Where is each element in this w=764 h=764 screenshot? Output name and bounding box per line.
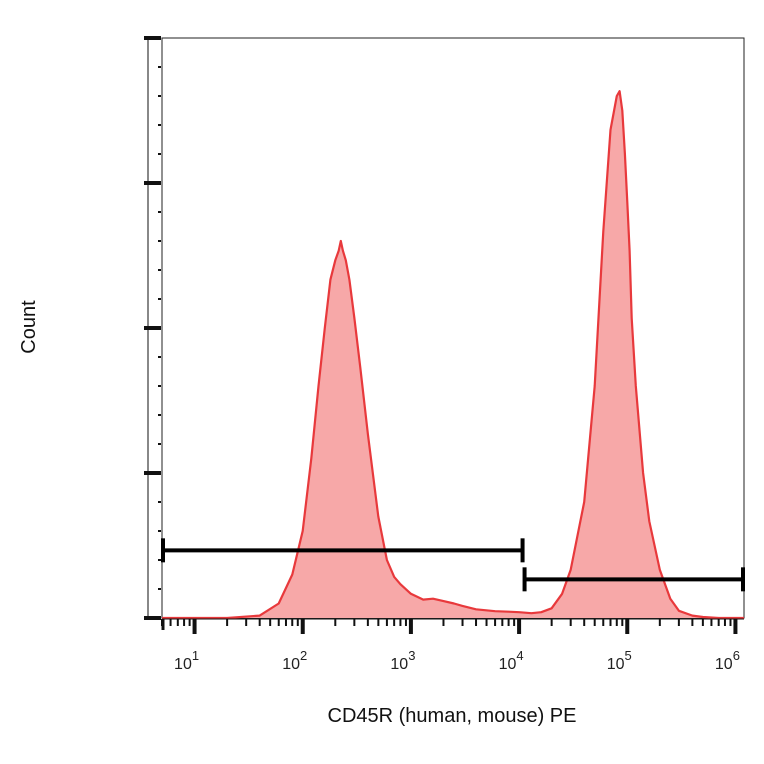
plot-frame: [161, 37, 745, 619]
x-tick-exponent: 1: [192, 648, 199, 663]
x-tick-base: 10: [390, 656, 408, 673]
x-tick-label: 101: [174, 648, 199, 673]
gate-layer: [161, 538, 745, 592]
x-tick-exponent: 6: [733, 648, 740, 663]
x-tick-label: 105: [607, 648, 632, 673]
x-tick-label: 104: [499, 648, 524, 673]
x-tick-label: 103: [390, 648, 415, 673]
histogram-line-0: [162, 90, 744, 620]
x-axis-title: CD45R (human, mouse) PE: [328, 705, 577, 727]
y-axis: [144, 36, 161, 620]
x-tick-exponent: 5: [625, 648, 632, 663]
x-tick-label: 106: [715, 648, 740, 673]
x-tick-base: 10: [282, 656, 300, 673]
x-tick-base: 10: [715, 656, 733, 673]
x-tick-exponent: 3: [408, 648, 415, 663]
x-tick-base: 10: [607, 656, 625, 673]
histogram-area-0: [162, 91, 744, 618]
x-tick-base: 10: [499, 656, 517, 673]
x-tick-base: 10: [174, 656, 192, 673]
x-tick-exponent: 4: [516, 648, 523, 663]
y-axis-title: Count: [18, 300, 40, 354]
x-tick-label: 102: [282, 648, 307, 673]
histogram-layer: [162, 90, 744, 620]
x-tick-exponent: 2: [300, 648, 307, 663]
